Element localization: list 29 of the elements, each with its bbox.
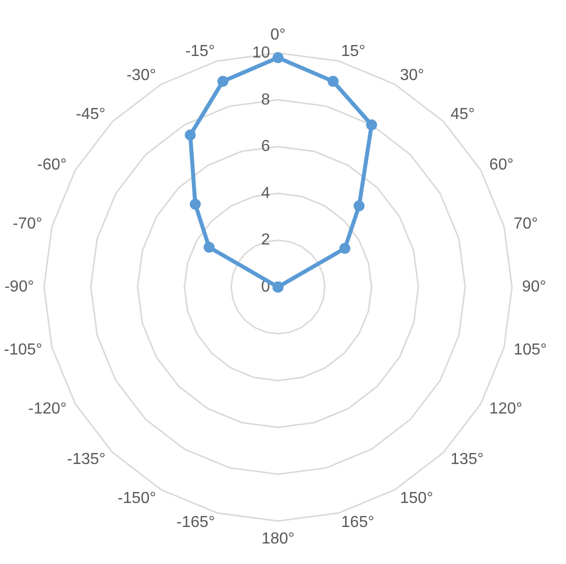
y-tick-label: 2: [261, 232, 270, 249]
spoke-label: 120°: [489, 400, 522, 418]
y-tick-label: 8: [261, 91, 270, 108]
spoke-label: -105°: [4, 342, 42, 359]
spoke-label: -90°: [4, 278, 34, 296]
spoke-label: 135°: [450, 451, 484, 468]
spoke-label: 70°: [514, 215, 538, 232]
spoke-label: -45°: [76, 106, 106, 123]
spoke-label: 60°: [489, 156, 514, 174]
spoke-label: -120°: [28, 400, 67, 418]
spoke-label: 165°: [341, 514, 374, 532]
spoke-label: -60°: [37, 156, 67, 174]
y-tick-label: 6: [261, 138, 270, 156]
spoke-label: 0°: [270, 26, 286, 44]
spoke-label: -30°: [126, 67, 156, 84]
spoke-label: -165°: [176, 514, 215, 532]
y-tick-label: 4: [261, 184, 270, 202]
spoke-label: 45°: [450, 106, 475, 123]
spoke-label: -150°: [118, 490, 156, 507]
spoke-label: 180°: [261, 530, 295, 548]
spoke-label: -135°: [67, 451, 106, 468]
spoke-label: -15°: [185, 42, 215, 60]
spoke-label: 15°: [341, 42, 366, 60]
spoke-label: 30°: [400, 67, 424, 84]
y-tick-label: 10: [252, 44, 270, 62]
spoke-label: 105°: [514, 342, 547, 359]
spoke-label: -70°: [12, 215, 42, 232]
spoke-label: 150°: [400, 490, 434, 507]
spoke-label: 90°: [522, 278, 546, 296]
